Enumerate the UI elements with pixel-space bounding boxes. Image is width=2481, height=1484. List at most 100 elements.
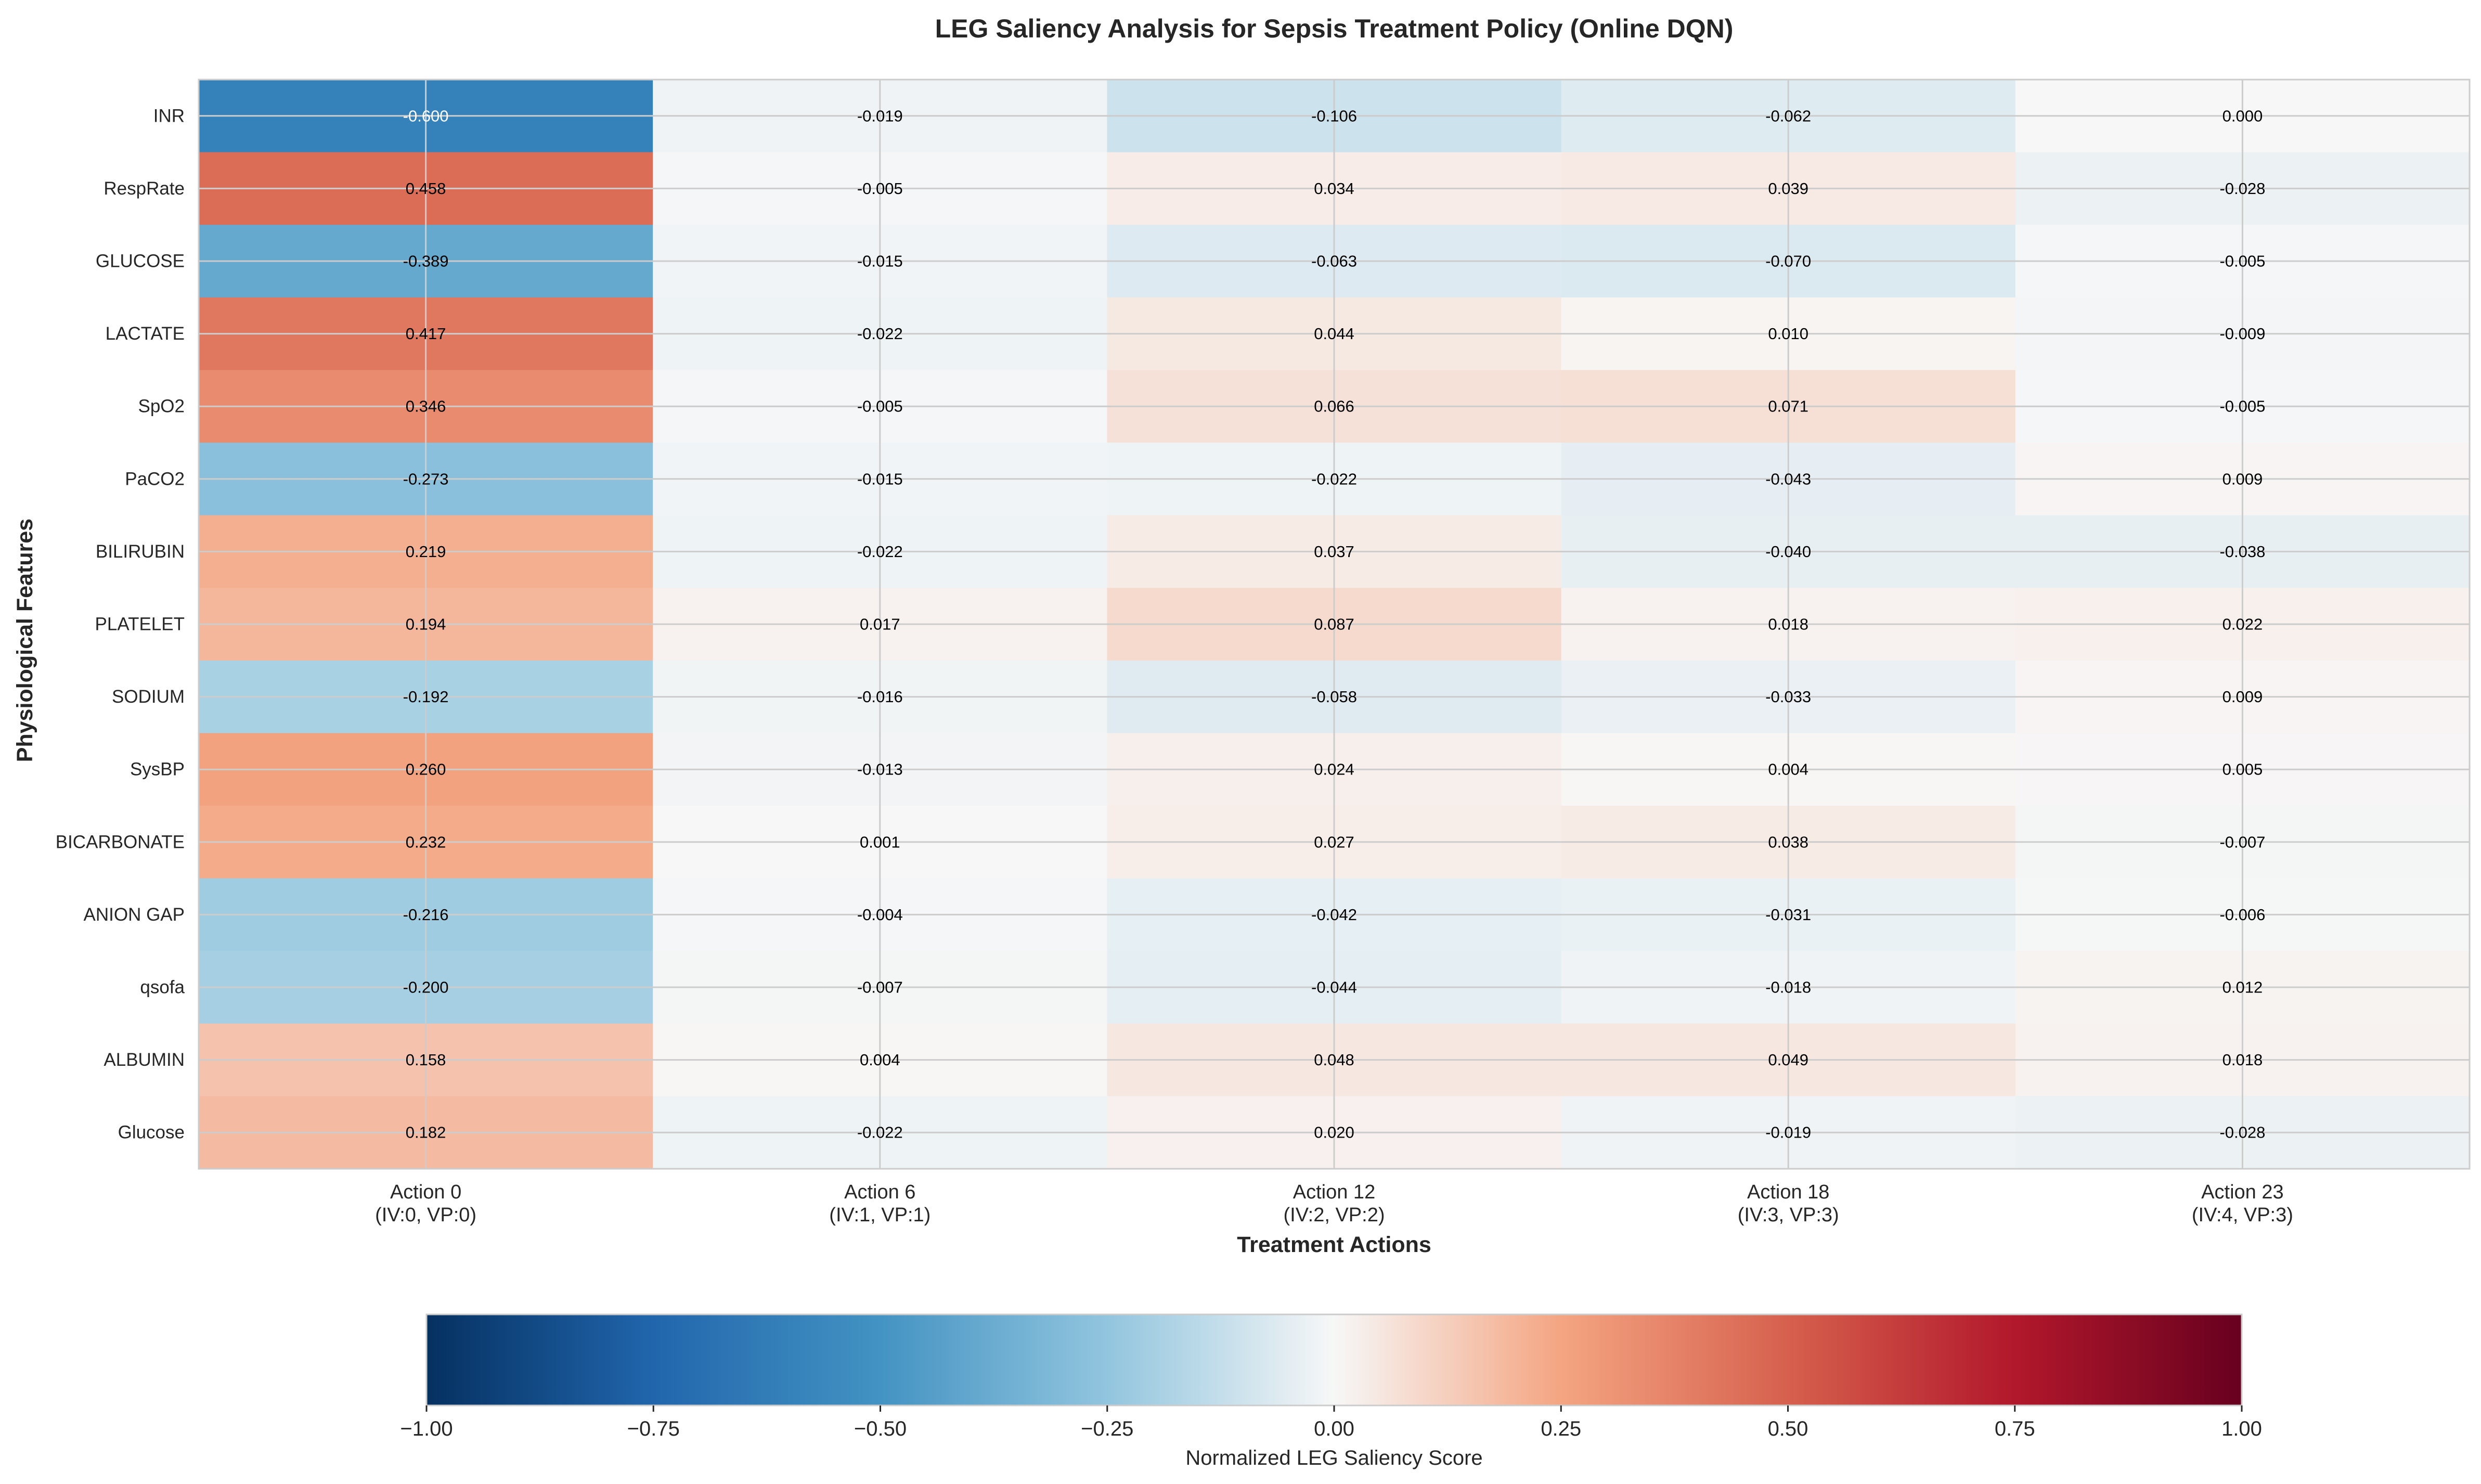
cell-value-label: -0.042	[1311, 906, 1357, 924]
x-tick-label-dose: (IV:0, VP:0)	[375, 1204, 476, 1226]
y-tick-label: PLATELET	[95, 614, 185, 635]
cell-value-label: -0.005	[857, 179, 903, 198]
cell-value-label: -0.015	[857, 252, 903, 270]
plot-frame	[198, 79, 2471, 1170]
cell-value-label: -0.063	[1311, 252, 1357, 270]
cell-value-label: -0.062	[1765, 107, 1811, 125]
cell-value-label: -0.040	[1765, 543, 1811, 561]
y-tick-label: BILIRUBIN	[96, 541, 185, 562]
colorbar-tick-label: 0.00	[1314, 1417, 1354, 1440]
colorbar-tick-label: 1.00	[2221, 1417, 2262, 1440]
cell-value-label: -0.028	[2219, 1124, 2265, 1142]
cell-value-label: 0.071	[1768, 397, 1808, 416]
cell-value-label: 0.260	[406, 760, 446, 779]
y-tick-label: ANION GAP	[84, 905, 185, 925]
cell-value-label: 0.232	[406, 833, 446, 851]
cell-value-label: -0.022	[857, 1124, 903, 1142]
y-tick-label: RespRate	[104, 178, 185, 199]
chart-title: LEG Saliency Analysis for Sepsis Treatme…	[935, 14, 1734, 43]
cell-value-label: 0.044	[1314, 325, 1354, 343]
cell-value-label: -0.038	[2219, 543, 2265, 561]
x-axis-label: Treatment Actions	[1237, 1232, 1431, 1257]
cell-value-label: 0.018	[2222, 1051, 2263, 1069]
cell-value-label: -0.013	[857, 760, 903, 779]
cell-value-label: -0.070	[1765, 252, 1811, 270]
cell-value-label: 0.004	[1768, 760, 1808, 779]
cell-value-label: 0.038	[1768, 833, 1808, 851]
cell-value-label: -0.033	[1765, 688, 1811, 706]
cell-value-label: 0.087	[1314, 615, 1354, 634]
cell-value-label: -0.273	[403, 470, 449, 488]
cell-value-label: 0.027	[1314, 833, 1354, 851]
x-tick-label-action: Action 23	[2201, 1181, 2283, 1203]
cell-value-label: 0.194	[406, 615, 446, 634]
y-tick-label: GLUCOSE	[96, 251, 185, 272]
y-axis-label: Physiological Features	[12, 519, 37, 762]
x-tick-label-dose: (IV:2, VP:2)	[1284, 1204, 1385, 1226]
cell-value-label: 0.458	[406, 179, 446, 198]
cell-value-label: -0.006	[2219, 906, 2265, 924]
cell-value-label: 0.039	[1768, 179, 1808, 198]
heatmap-value-labels: -0.600 -0.019 -0.106 -0.062 0.000 0.458 -0.005…	[403, 107, 2266, 1141]
y-tick-label: ALBUMIN	[104, 1050, 185, 1070]
cell-value-label: 0.417	[406, 325, 446, 343]
cell-value-label: -0.600	[403, 107, 449, 125]
cell-value-label: -0.022	[857, 543, 903, 561]
cell-value-label: -0.106	[1311, 107, 1357, 125]
colorbar-tick-label: −0.50	[854, 1417, 907, 1440]
cell-value-label: 0.001	[860, 833, 900, 851]
cell-value-label: 0.020	[1314, 1124, 1354, 1142]
cell-value-label: -0.005	[857, 397, 903, 416]
cell-value-label: 0.010	[1768, 325, 1808, 343]
cell-value-label: -0.019	[857, 107, 903, 125]
y-tick-label: BICARBONATE	[56, 832, 185, 852]
cell-value-label: 0.022	[2222, 615, 2263, 634]
colorbar	[425, 1313, 2243, 1406]
colorbar-tick-label: 0.50	[1768, 1417, 1808, 1440]
cell-value-label: 0.000	[2222, 107, 2263, 125]
cell-value-label: 0.034	[1314, 179, 1354, 198]
y-tick-labels: INR RespRate GLUCOSE LACTATE SpO2 PaCO2 BILIRU…	[56, 106, 185, 1142]
cell-value-label: -0.015	[857, 470, 903, 488]
colorbar-label: Normalized LEG Saliency Score	[1185, 1447, 1482, 1469]
cell-value-label: -0.018	[1765, 978, 1811, 997]
cell-value-label: -0.009	[2219, 325, 2265, 343]
colorbar-ticks: −1.00 −0.75 −0.50 −0.25 0.00 0.25 0.50 0.75 1.00	[400, 1405, 2262, 1440]
cell-value-label: 0.012	[2222, 978, 2263, 997]
cell-value-label: 0.018	[1768, 615, 1808, 634]
colorbar-tick-label: −1.00	[400, 1417, 453, 1440]
cell-value-label: -0.058	[1311, 688, 1357, 706]
cell-value-label: -0.200	[403, 978, 449, 997]
x-tick-label-dose: (IV:4, VP:3)	[2192, 1204, 2293, 1226]
cell-value-label: -0.007	[857, 978, 903, 997]
cell-value-label: 0.024	[1314, 760, 1354, 779]
cell-value-label: -0.028	[2219, 179, 2265, 198]
cell-value-label: -0.031	[1765, 906, 1811, 924]
cell-value-label: 0.009	[2222, 470, 2263, 488]
cell-value-label: -0.192	[403, 688, 449, 706]
colorbar-tick-label: 0.25	[1541, 1417, 1581, 1440]
cell-value-label: -0.005	[2219, 397, 2265, 416]
colorbar-tick-label: −0.25	[1081, 1417, 1133, 1440]
cell-value-label: 0.048	[1314, 1051, 1354, 1069]
cell-value-label: -0.004	[857, 906, 903, 924]
cell-value-label: -0.007	[2219, 833, 2265, 851]
x-tick-label-action: Action 12	[1293, 1181, 1375, 1203]
cell-value-label: 0.346	[406, 397, 446, 416]
cell-value-label: 0.158	[406, 1051, 446, 1069]
x-tick-labels: Action 0(IV:0, VP:0) Action 6(IV:1, VP:1)…	[375, 1181, 2293, 1226]
x-tick-label-action: Action 6	[844, 1181, 915, 1203]
y-tick-label: SpO2	[138, 396, 185, 417]
y-tick-label: PaCO2	[125, 469, 185, 489]
cell-value-label: -0.044	[1311, 978, 1357, 997]
y-tick-label: SODIUM	[112, 687, 185, 707]
y-tick-label: LACTATE	[106, 324, 185, 344]
heatmap-gridlines	[199, 80, 2470, 1169]
colorbar-tick-label: −0.75	[627, 1417, 680, 1440]
cell-value-label: 0.009	[2222, 688, 2263, 706]
cell-value-label: -0.022	[857, 325, 903, 343]
cell-value-label: 0.182	[406, 1124, 446, 1142]
cell-value-label: -0.216	[403, 906, 449, 924]
cell-value-label: 0.004	[860, 1051, 900, 1069]
